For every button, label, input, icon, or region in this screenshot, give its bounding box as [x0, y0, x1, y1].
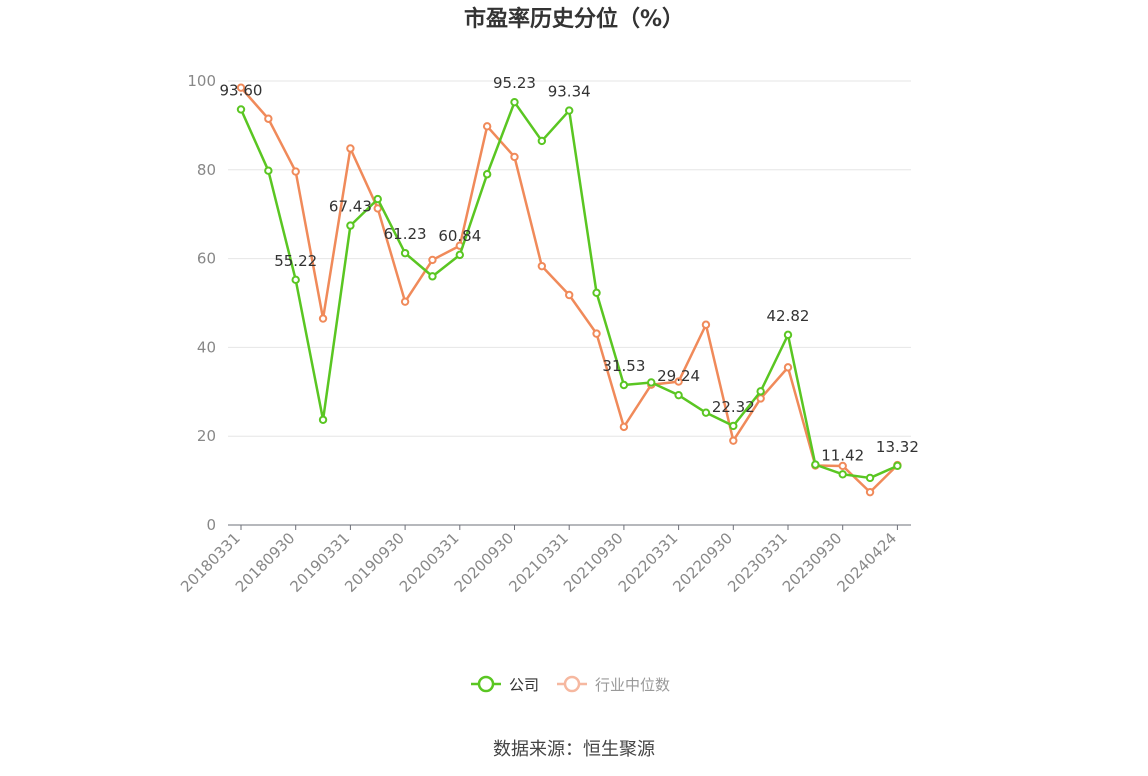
y-tick-label: 40 [197, 338, 216, 356]
data-point-0[interactable] [893, 461, 902, 471]
data-point-1[interactable] [510, 152, 519, 162]
data-point-0[interactable] [510, 97, 519, 107]
legend-item-1[interactable]: 行业中位数 [557, 675, 670, 694]
data-label: 11.42 [821, 446, 864, 464]
data-label: 42.82 [767, 307, 810, 325]
data-point-0[interactable] [264, 166, 273, 175]
data-point-0[interactable] [592, 288, 601, 297]
data-label: 61.23 [384, 225, 427, 243]
data-point-0[interactable] [756, 387, 765, 396]
data-label: 22.32 [712, 398, 755, 416]
grid-layer [228, 80, 911, 437]
data-point-0[interactable] [346, 221, 355, 230]
data-label-layer: 93.60 55.22 67.43 61.23 60.84 95.23 93.34 31.53… [220, 74, 919, 464]
data-point-0[interactable] [674, 390, 683, 400]
data-point-0[interactable] [537, 136, 547, 146]
axis-layer: 0204060801002018033120180930201903312019… [177, 72, 911, 596]
legend-label: 公司 [509, 676, 539, 694]
data-point-0[interactable] [565, 106, 574, 115]
data-point-1[interactable] [674, 377, 683, 386]
data-point-1[interactable] [346, 144, 355, 153]
data-label: 67.43 [329, 198, 372, 216]
data-point-1[interactable] [236, 83, 246, 92]
data-point-1[interactable] [838, 461, 847, 471]
data-point-1[interactable] [756, 394, 765, 403]
series-layer [236, 83, 902, 497]
data-point-0[interactable] [482, 170, 492, 179]
y-tick-label: 0 [206, 516, 216, 534]
data-point-0[interactable] [455, 250, 464, 260]
data-point-1[interactable] [428, 255, 437, 265]
data-point-1[interactable] [865, 487, 875, 497]
data-point-0[interactable] [729, 421, 738, 431]
data-point-1[interactable] [729, 436, 738, 445]
data-label: 95.23 [493, 74, 536, 92]
data-point-0[interactable] [236, 105, 246, 114]
data-point-0[interactable] [783, 330, 793, 340]
data-point-0[interactable] [428, 272, 437, 281]
series-line-1 [240, 86, 899, 494]
legend[interactable]: 公司 行业中位数 [471, 675, 670, 694]
y-tick-label: 100 [187, 72, 216, 90]
data-point-1[interactable] [592, 329, 601, 338]
data-point-0[interactable] [865, 473, 875, 483]
data-point-0[interactable] [373, 194, 382, 204]
data-point-0[interactable] [647, 378, 656, 387]
data-point-0[interactable] [811, 460, 820, 469]
data-label: 31.53 [602, 357, 645, 375]
series-line-0 [239, 100, 898, 480]
data-point-0[interactable] [838, 470, 847, 479]
data-point-1[interactable] [783, 363, 793, 372]
data-label: 93.34 [548, 83, 591, 101]
data-point-1[interactable] [318, 314, 328, 323]
data-label: 93.60 [220, 81, 263, 99]
data-point-1[interactable] [482, 122, 492, 131]
data-point-0[interactable] [318, 415, 328, 424]
data-label: 60.84 [438, 227, 481, 245]
data-label: 55.22 [274, 252, 317, 270]
y-tick-label: 60 [197, 250, 216, 268]
data-point-1[interactable] [619, 422, 629, 432]
x-tick-label: 20240424 [834, 529, 901, 596]
data-point-1[interactable] [373, 204, 382, 213]
legend-marker [477, 675, 495, 693]
y-tick-label: 20 [197, 427, 216, 445]
data-point-0[interactable] [701, 408, 711, 417]
legend-label: 行业中位数 [595, 676, 670, 694]
legend-marker [563, 675, 581, 693]
data-point-1[interactable] [400, 297, 410, 306]
data-point-1[interactable] [537, 261, 547, 271]
data-label: 29.24 [657, 367, 700, 385]
data-point-1[interactable] [291, 167, 300, 176]
data-point-1[interactable] [565, 290, 574, 300]
chart-title: 市盈率历史分位（%） [464, 6, 684, 32]
data-label: 13.32 [876, 438, 919, 456]
data-source-note: 数据来源：恒生聚源 [493, 739, 655, 760]
data-point-1[interactable] [701, 320, 711, 329]
y-tick-label: 80 [197, 161, 216, 179]
legend-item-0[interactable]: 公司 [471, 675, 539, 694]
data-point-0[interactable] [291, 275, 300, 285]
data-point-0[interactable] [619, 380, 629, 390]
data-point-0[interactable] [400, 248, 410, 258]
data-point-1[interactable] [264, 114, 273, 123]
